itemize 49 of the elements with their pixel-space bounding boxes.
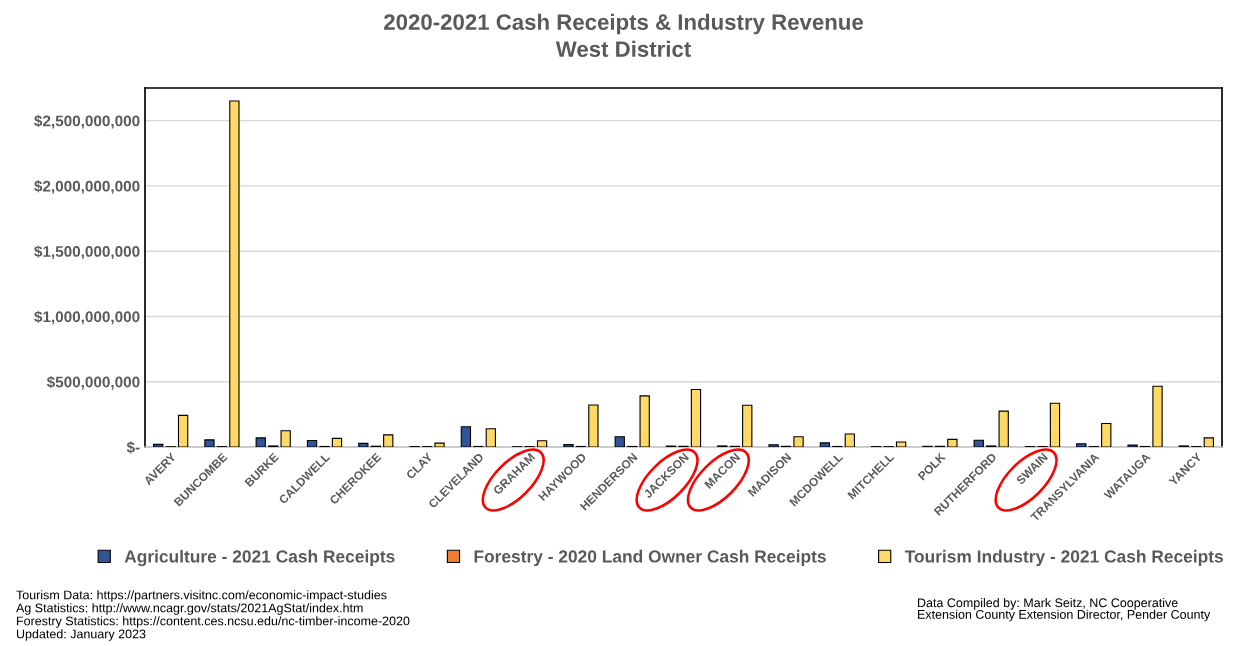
bar: [973, 439, 984, 447]
bar: [280, 430, 291, 447]
text: Tourism Data: https://partners.visitnc.com/economic-impact-studies: [16, 590, 387, 602]
y-tick-label: $1,500,000,000: [34, 245, 140, 260]
text: Updated: January 2023: [16, 629, 146, 641]
bar: [331, 437, 343, 447]
bar: [819, 442, 831, 447]
bar: [177, 414, 189, 447]
bar: [204, 439, 215, 447]
bar: [1101, 422, 1112, 447]
bar: [895, 441, 907, 447]
bar: [998, 410, 1009, 447]
bar: [358, 442, 369, 447]
bar: [563, 444, 574, 447]
text: Forestry Statistics: https://content.ces.ncsu.edu/nc-timber-income-2020: [17, 616, 410, 628]
y-tick-label: $1,000,000,000: [34, 310, 140, 325]
bar: [690, 389, 702, 447]
bar: [614, 436, 625, 447]
chart-title: 2020-2021 Cash Receipts & Industry Revenue: [384, 13, 863, 35]
y-tick-label: $500,000,000: [46, 375, 140, 390]
chart-subtitle: West District: [555, 40, 691, 57]
bar: [460, 426, 472, 447]
bar: [793, 436, 804, 447]
bar: [536, 440, 548, 447]
bar: [1049, 402, 1061, 447]
legend-label: Tourism Industry - 2021 Cash Receipts: [904, 549, 1223, 567]
bar: [383, 434, 394, 447]
legend-label: Forestry - 2020 Land Owner Cash Receipts: [474, 549, 826, 567]
text: Ag Statistics: http://www.ncagr.gov/stats/2021AgStat/index.htm: [16, 603, 363, 615]
bar: [485, 428, 496, 447]
legend-label: Agriculture - 2021 Cash Receipts: [124, 549, 395, 567]
bar: [1076, 443, 1087, 447]
y-tick-label: $2,000,000,000: [34, 180, 140, 194]
bar: [306, 439, 318, 447]
bar: [1203, 437, 1214, 447]
bar: [229, 100, 240, 447]
text: Data Compiled by: Mark Seitz, NC Cooperative Extension County Extension Director, Pender County: [918, 598, 1211, 622]
bar: [639, 395, 650, 447]
bar: [1152, 385, 1163, 447]
bar: [588, 404, 599, 447]
bar: [742, 404, 753, 447]
bar: [434, 442, 445, 447]
bar: [768, 444, 779, 447]
bar: [947, 438, 958, 447]
y-tick-label: $-: [126, 441, 140, 454]
bar: [255, 437, 266, 447]
bar: [153, 443, 164, 447]
bar: [844, 433, 855, 447]
y-tick-label: $2,500,000,000: [34, 114, 140, 129]
